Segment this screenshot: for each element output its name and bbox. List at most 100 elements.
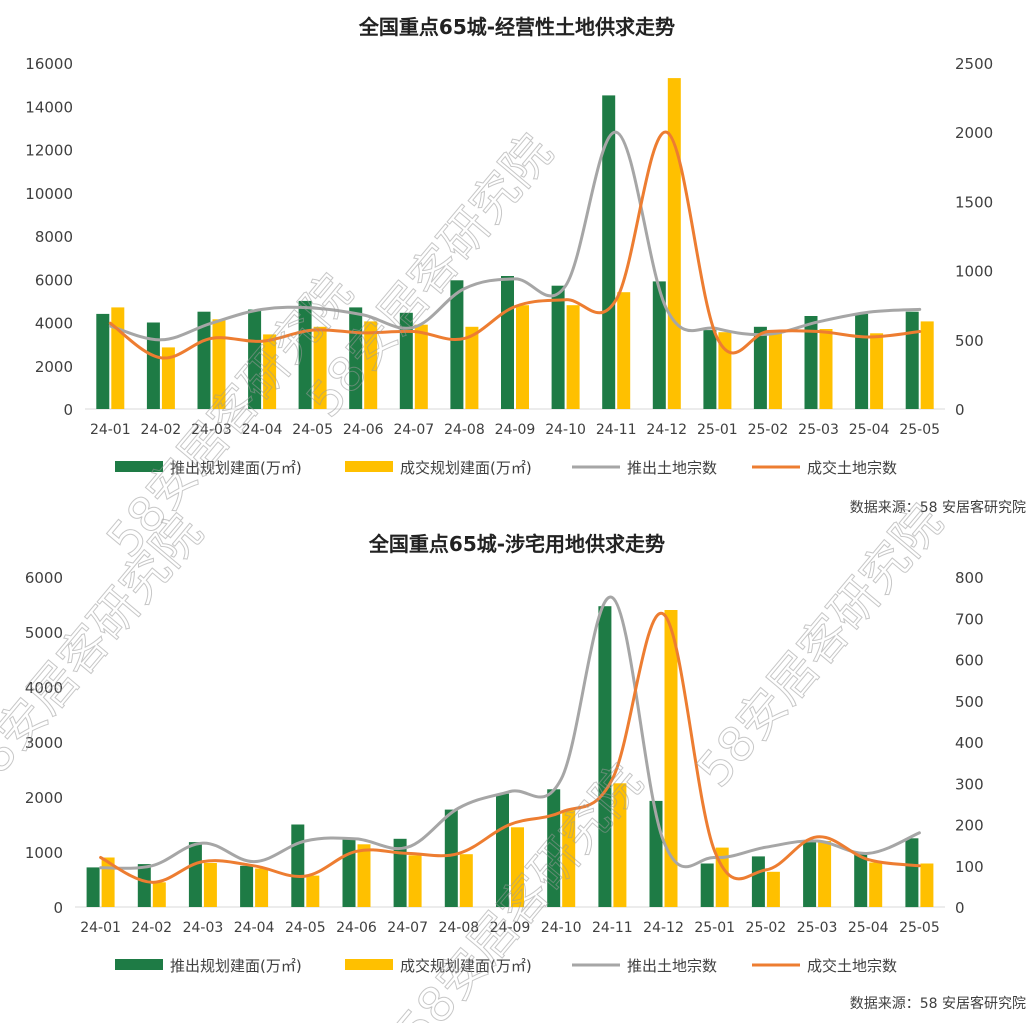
supply-count-line [108,130,922,342]
supply-area-bar [248,309,262,409]
supply-area-bar [496,793,509,907]
x-tick-label: 24-01 [90,422,131,438]
supply-area-bar [905,838,919,908]
x-tick-label: 25-01 [694,920,735,936]
x-tick-label: 25-04 [848,920,889,936]
supply-area-bar [188,842,202,907]
y-tick-label: 10000 [25,185,73,203]
y-tick-label: 12000 [25,142,73,160]
supply-area-bar [753,326,767,409]
deal-area-bar [357,844,371,907]
x-tick-label: 24-05 [285,920,326,936]
y2-tick-label: 0 [955,899,965,917]
deal-area-bar [870,333,884,409]
y2-tick-label: 1500 [955,193,993,211]
deal-area-bar [408,855,422,907]
deal-area-bar [414,324,428,409]
legend-label: 推出土地宗数 [627,459,717,477]
deal-area-bar [306,875,320,907]
deal-area-bar [212,319,226,409]
legend-label: 推出土地宗数 [627,957,717,975]
supply-area-bar [444,809,458,907]
supply-area-bar [703,330,717,409]
supply-area-bar [501,276,514,409]
y2-tick-label: 300 [955,775,984,793]
y2-tick-label: 500 [955,693,984,711]
supply-area-bar [146,322,160,409]
x-tick-label: 24-07 [387,920,428,936]
chart-title: 全国重点65城-经营性土地供求走势 [358,15,675,39]
x-tick-label: 24-01 [80,920,121,936]
watermark-text: 58安居客研究院 [686,494,953,797]
y2-tick-label: 400 [955,734,984,752]
x-tick-label: 24-11 [596,422,637,438]
legend-label: 成交规划建面(万㎡) [400,957,532,975]
supply-area-bar [450,280,464,409]
y2-tick-label: 100 [955,858,984,876]
supply-area-bar [804,316,818,409]
x-tick-label: 25-02 [748,422,789,438]
chart-title: 全国重点65城-涉宅用地供求走势 [368,532,665,556]
x-tick-label: 24-10 [545,422,586,438]
deal-area-bar [255,868,269,907]
supply-area-bar [137,864,151,907]
supply-area-bar [291,824,305,907]
deal-area-bar [566,305,580,409]
y2-tick-label: 700 [955,610,984,628]
x-tick-label: 25-01 [697,422,738,438]
deal-area-bar [203,863,217,907]
y-tick-label: 6000 [35,271,73,289]
x-tick-label: 24-11 [592,920,633,936]
legend-swatch [345,959,393,970]
x-tick-label: 24-12 [643,920,684,936]
x-tick-label: 24-07 [393,422,434,438]
watermark-text: 58安居客研究院 [0,504,214,807]
supply-area-bar [399,312,413,409]
x-tick-label: 25-02 [746,920,787,936]
y-tick-label: 0 [53,899,63,917]
x-tick-label: 24-08 [444,422,485,438]
commercial-land-chart: 全国重点65城-经营性土地供求走势02000400060008000100001… [25,15,1026,516]
x-tick-label: 24-06 [343,422,384,438]
x-tick-label: 24-03 [191,422,232,438]
supply-area-bar [803,841,817,907]
watermark-text: 58安居客研究院 [96,264,363,567]
y-tick-label: 16000 [25,55,73,73]
y2-tick-label: 800 [955,569,984,587]
y2-tick-label: 0 [955,401,965,419]
supply-area-bar [551,285,565,409]
x-tick-label: 24-03 [183,920,224,936]
x-tick-label: 24-06 [336,920,377,936]
deal-area-bar [617,292,631,409]
supply-area-bar [197,311,211,409]
x-tick-label: 24-04 [234,920,275,936]
source-note: 数据来源：58 安居客研究院 [850,499,1026,516]
deal-area-bar [562,810,576,907]
deal-area-bar [459,854,473,907]
y2-tick-label: 200 [955,817,984,835]
y2-tick-label: 600 [955,652,984,670]
y-tick-label: 1000 [25,844,63,862]
supply-area-bar [298,300,312,409]
deal-area-bar [818,841,832,907]
x-tick-label: 24-02 [141,422,182,438]
supply-area-bar [854,852,868,907]
supply-area-bar [598,606,612,907]
x-tick-label: 24-09 [495,422,536,438]
y-tick-label: 2000 [25,789,63,807]
deal-area-bar [161,347,175,409]
y-tick-label: 8000 [35,228,73,246]
supply-area-bar [652,281,666,409]
deal-area-bar [511,827,524,908]
legend-swatch [115,461,163,472]
y2-tick-label: 500 [955,332,984,350]
legend-label: 成交规划建面(万㎡) [400,459,532,477]
x-tick-label: 24-04 [242,422,283,438]
deal-area-bar [101,857,115,907]
y-tick-label: 0 [63,401,73,419]
legend-label: 推出规划建面(万㎡) [170,957,302,975]
deal-area-bar [613,783,627,908]
deal-area-bar [920,863,934,907]
legend-label: 成交土地宗数 [807,459,897,477]
